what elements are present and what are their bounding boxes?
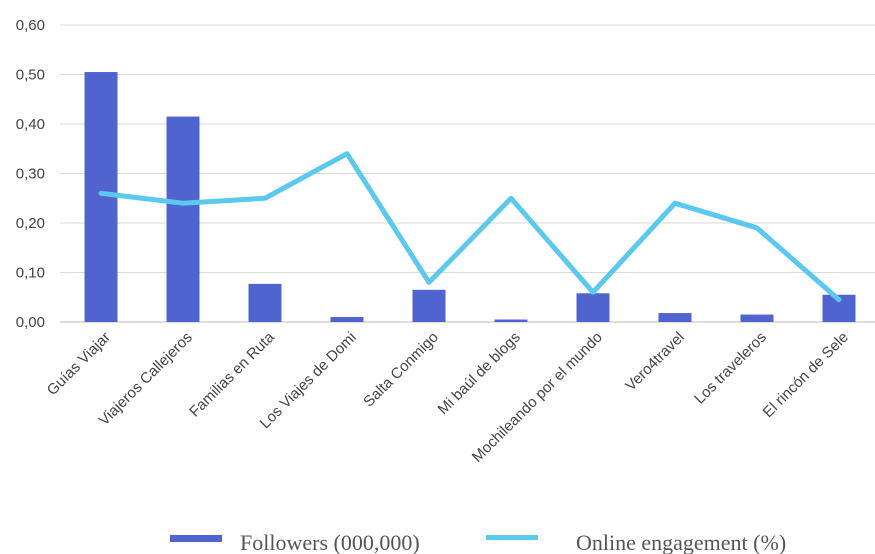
- x-tick-label: Salta Conmigo: [360, 329, 442, 411]
- legend: Followers (000,000) Online engagement (%…: [170, 530, 786, 554]
- bar: [413, 290, 446, 322]
- line-point: [757, 227, 758, 228]
- y-tick-label: 0,30: [16, 166, 45, 183]
- line-point: [101, 193, 102, 194]
- y-tick-label: 0,00: [16, 314, 45, 331]
- line-point: [429, 282, 430, 283]
- line-point: [511, 198, 512, 199]
- x-tick-label: Mi baúl de blogs: [435, 329, 524, 418]
- x-tick-label: Mochileando por el mundo: [469, 329, 606, 466]
- line-point: [183, 203, 184, 204]
- bar: [249, 284, 282, 322]
- x-tick-label: Guías Viajar: [44, 329, 114, 399]
- legend-label-followers: Followers (000,000): [240, 530, 420, 554]
- line-point: [347, 153, 348, 154]
- y-tick-label: 0,40: [16, 116, 45, 133]
- engagement-line: [101, 154, 839, 300]
- bar: [331, 317, 364, 322]
- bar: [659, 313, 692, 322]
- x-tick-label: Familias en Ruta: [186, 328, 278, 420]
- y-tick-label: 0,60: [16, 17, 45, 34]
- y-tick-label: 0,10: [16, 265, 45, 282]
- line-point: [265, 198, 266, 199]
- bar-series: [85, 72, 856, 322]
- y-tick-label: 0,50: [16, 67, 45, 84]
- y-axis-ticks: 0,00 0,10 0,20 0,30 0,40 0,50 0,60: [16, 17, 45, 331]
- x-tick-label: Vero4travel: [622, 329, 688, 395]
- bar: [495, 320, 528, 322]
- x-tick-label: Los traveleros: [691, 329, 770, 408]
- x-tick-label: El rincón de Sele: [760, 329, 852, 421]
- bar: [167, 117, 200, 322]
- line-series: [101, 153, 840, 300]
- legend-label-engagement: Online engagement (%): [576, 530, 786, 554]
- bar: [577, 293, 610, 322]
- line-point: [675, 203, 676, 204]
- legend-swatch-engagement: [486, 535, 538, 540]
- bar: [741, 315, 774, 322]
- line-point: [839, 299, 840, 300]
- legend-swatch-followers: [170, 535, 222, 542]
- line-point: [593, 292, 594, 293]
- y-tick-label: 0,20: [16, 215, 45, 232]
